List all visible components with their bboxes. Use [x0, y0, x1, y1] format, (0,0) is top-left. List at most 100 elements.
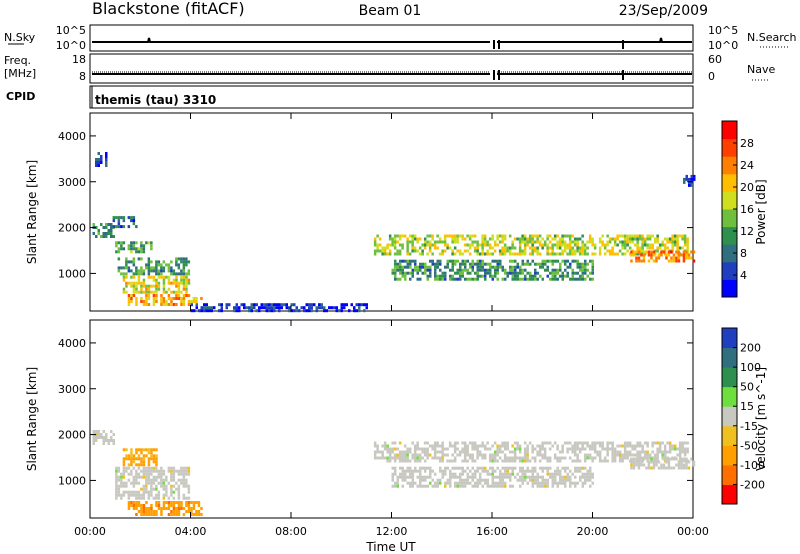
vel-ytick-label-1: 2000: [58, 429, 86, 442]
velocity-panel-axes: 1000 2000 3000 4000: [58, 320, 694, 518]
vel-echo-region-3: [127, 501, 203, 516]
velocity-panel-data: [92, 430, 696, 516]
station-title: Blackstone (fitACF): [92, 0, 245, 18]
power-ylabel: Slant Range [km]: [25, 160, 39, 264]
power-colorbar-swatch-5: [722, 191, 737, 210]
velocity-colorbar: 200 100 50 15 -15 -50 -100 -200: [721, 327, 765, 505]
power-colorbar-tick-2: 12: [740, 225, 754, 238]
power-echo-region-1: [95, 152, 108, 167]
power-ytick-label-1: 2000: [58, 222, 86, 235]
vel-colorbar-swatch-8: [722, 328, 737, 349]
power-colorbar-tick-4: 20: [740, 181, 754, 194]
time-tick-label-4: 16:00: [476, 525, 508, 538]
power-colorbar-swatch-4: [722, 209, 737, 228]
velocity-colorbar-label: Velocity [m s^-1]: [754, 367, 768, 471]
vel-colorbar-swatch-2: [722, 445, 737, 466]
vel-colorbar-tick-0: 200: [740, 342, 761, 355]
power-colorbar-tick-1: 8: [740, 247, 747, 260]
vel-colorbar-tick-6: -100: [740, 459, 765, 472]
vel-ytick-label-3: 4000: [58, 337, 86, 350]
vel-colorbar-tick-5: -50: [740, 439, 758, 452]
vel-ytick-label-2: 3000: [58, 383, 86, 396]
power-echo-region-11: [683, 174, 696, 187]
power-colorbar-swatch-8: [722, 138, 737, 157]
nsky-gap-1: [493, 40, 495, 49]
power-colorbar-swatch-7: [722, 156, 737, 175]
time-axis-ticks: 00:00 04:00 08:00 12:00 16:00 20:00 00:00: [74, 525, 709, 538]
time-tick-label-3: 12:00: [376, 525, 408, 538]
vel-colorbar-swatch-0: [722, 484, 737, 505]
time-axis-label: Time UT: [365, 540, 416, 554]
freq-label-line2: [MHz]: [4, 67, 36, 80]
nsky-trace: [92, 37, 692, 43]
power-colorbar-swatch-1: [722, 261, 737, 280]
vel-echo-region-0: [92, 430, 115, 445]
power-echo-region-7: [190, 303, 368, 313]
power-colorbar-swatch-6: [722, 173, 737, 192]
vel-echo-region-4: [373, 441, 689, 463]
time-tick-label-6: 00:00: [677, 525, 709, 538]
time-tick-label-0: 00:00: [74, 525, 106, 538]
power-colorbar: 4 8 12 16 20 24 28: [721, 120, 754, 298]
freq-strip-frame: [89, 53, 694, 84]
vel-colorbar-tick-7: -200: [740, 478, 765, 491]
power-echo-region-10: [630, 250, 696, 263]
power-echo-region-0: [92, 223, 115, 238]
power-echo-region-2: [112, 216, 138, 229]
vel-ytick-label-0: 1000: [58, 474, 86, 487]
power-colorbar-swatch-3: [722, 226, 737, 245]
vel-colorbar-tick-4: -15: [740, 420, 758, 433]
vel-colorbar-swatch-7: [722, 347, 737, 368]
power-colorbar-tick-3: 16: [740, 203, 754, 216]
power-echo-region-6: [127, 294, 203, 306]
nsky-gap-3: [622, 40, 624, 49]
nsky-label: N.Sky: [4, 31, 36, 44]
beam-label: Beam 01: [359, 3, 422, 19]
power-colorbar-tick-0: 4: [740, 269, 747, 282]
nsky-strip-frame: [89, 24, 694, 52]
power-echo-region-5: [122, 275, 191, 294]
power-ytick-label-2: 3000: [58, 176, 86, 189]
nsky-tick-bottom-left: 10^0: [56, 39, 86, 52]
power-colorbar-swatch-0: [722, 279, 737, 298]
power-ytick-label-3: 4000: [58, 130, 86, 143]
velocity-ylabel: Slant Range [km]: [25, 367, 39, 471]
vel-colorbar-swatch-1: [722, 464, 737, 485]
power-panel-data: [92, 152, 696, 313]
time-tick-label-2: 08:00: [275, 525, 307, 538]
vel-colorbar-tick-2: 50: [740, 381, 754, 394]
vel-colorbar-swatch-6: [722, 367, 737, 388]
nave-label: Nave: [747, 63, 775, 76]
time-tick-label-5: 20:00: [577, 525, 609, 538]
nave-tick-top-right: 60: [708, 53, 722, 66]
cpid-label: CPID: [6, 90, 35, 103]
cpid-strip-frame: [89, 85, 694, 109]
freq-gap-2: [498, 70, 500, 80]
nsky-tick-top-right: 10^5: [708, 24, 738, 37]
date-label: 23/Sep/2009: [619, 3, 708, 19]
cpid-text: themis (tau) 3310: [95, 93, 216, 107]
freq-tick-top-left: 18: [72, 53, 86, 66]
power-echo-region-4: [117, 257, 191, 276]
freq-gap-1: [493, 70, 495, 80]
power-colorbar-swatch-9: [722, 121, 737, 140]
power-colorbar-label: Power [dB]: [754, 179, 768, 244]
velocity-panel-frame: [89, 319, 694, 519]
power-echo-region-3: [115, 241, 153, 254]
vel-colorbar-swatch-4: [722, 406, 737, 427]
freq-gap-3: [622, 70, 624, 80]
power-panel-axes: 1000 2000 3000 4000: [58, 113, 694, 311]
nsky-tick-top-left: 10^5: [56, 24, 86, 37]
power-echo-region-9: [391, 259, 594, 281]
freq-label-line1: Freq.: [4, 54, 31, 67]
vel-colorbar-tick-1: 100: [740, 361, 761, 374]
freq-tick-bottom-left: 8: [79, 70, 86, 83]
power-colorbar-tick-6: 28: [740, 137, 754, 150]
power-ytick-label-0: 1000: [58, 267, 86, 280]
power-colorbar-swatch-2: [722, 244, 737, 263]
vel-echo-region-1: [122, 448, 158, 467]
nsearch-label: N.Search: [747, 31, 797, 44]
vel-echo-region-6: [630, 457, 696, 470]
nsky-gap-2: [498, 40, 500, 49]
